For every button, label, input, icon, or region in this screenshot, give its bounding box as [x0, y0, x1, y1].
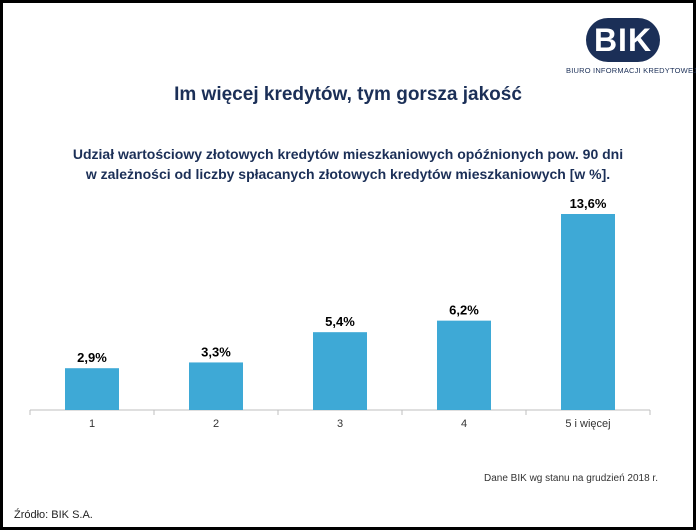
bik-logo-subtitle: BIURO INFORMACJI KREDYTOWEJ: [566, 66, 696, 75]
bar-1: [65, 368, 119, 410]
bik-logo: BIK BIURO INFORMACJI KREDYTOWEJ: [558, 18, 696, 78]
chart-subtitle-line-2: w zależności od liczby spłacanych złotow…: [85, 166, 611, 182]
x-tick-label: 4: [461, 418, 467, 430]
bar-value-label: 2,9%: [77, 350, 107, 365]
bar-3: [313, 332, 367, 410]
source-note: Źródło: BIK S.A.: [14, 509, 93, 521]
x-tick-label: 1: [89, 418, 95, 430]
chart-subtitle-line-1: Udział wartościowy złotowych kredytów mi…: [72, 146, 624, 162]
bar-value-label: 3,3%: [201, 344, 231, 359]
chart-subtitle: Udział wartościowy złotowych kredytów mi…: [0, 144, 696, 184]
x-tick-label: 3: [337, 418, 343, 430]
bar-5: [561, 214, 615, 410]
bar-2: [189, 362, 243, 410]
bar-value-label: 5,4%: [325, 314, 355, 329]
bar-value-label: 6,2%: [449, 303, 479, 318]
data-note: Dane BIK wg stanu na grudzień 2018 r.: [483, 473, 658, 484]
x-tick-label: 5 i więcej: [565, 418, 610, 430]
headline: Im więcej kredytów, tym gorsza jakość: [174, 84, 522, 105]
bar-value-label: 13,6%: [570, 196, 607, 211]
x-tick-label: 2: [213, 418, 219, 430]
bik-logo-mark: BIK: [586, 18, 660, 62]
bar-4: [437, 320, 491, 410]
